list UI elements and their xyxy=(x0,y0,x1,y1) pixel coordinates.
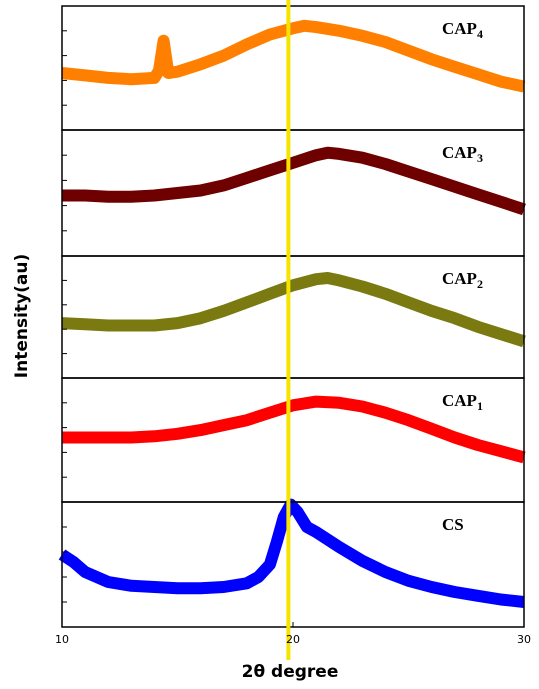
x-tick-label: 10 xyxy=(55,633,69,646)
frames-group xyxy=(61,5,525,628)
series-label-cap2: CAP2 xyxy=(442,269,483,291)
x-tick-labels-group: 10 20 30 xyxy=(55,622,531,646)
series-label-cap3: CAP3 xyxy=(442,143,483,165)
x-axis-label: 2θ degree xyxy=(242,662,339,682)
series-label-cs: CS xyxy=(442,515,464,534)
series-group xyxy=(58,19,526,608)
series-line-cap2 xyxy=(61,272,526,348)
series-label-cap1: CAP1 xyxy=(442,391,483,413)
series-label-cap4: CAP4 xyxy=(442,19,483,41)
x-tick-label: 20 xyxy=(286,633,300,646)
series-line-cap1 xyxy=(62,395,526,464)
y-axis-label: Intensity(au) xyxy=(12,254,32,378)
series-line-cap4 xyxy=(61,19,526,93)
series-line-cap3 xyxy=(62,146,526,216)
series-line-cs xyxy=(58,498,525,608)
series-labels-group: CAP4 CAP3 CAP2 CAP1 CS xyxy=(442,19,483,534)
x-tick-label: 30 xyxy=(517,633,531,646)
